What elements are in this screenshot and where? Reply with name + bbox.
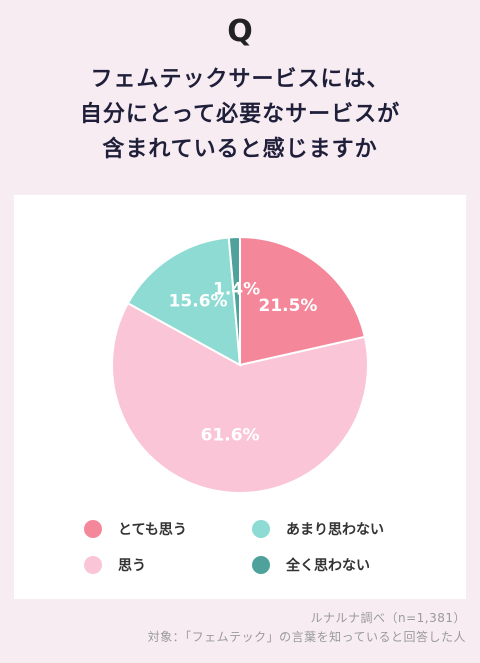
pie-slice-2 bbox=[111, 301, 369, 494]
title-line-3: 含まれていると感じますか bbox=[102, 137, 378, 162]
slice-value-label-3: 15.6% bbox=[169, 292, 228, 312]
title-line-2: 自分にとって必要なサービスが bbox=[79, 102, 401, 127]
slice-value-label-1: 21.5% bbox=[258, 296, 317, 316]
legend-item-1: とても思う bbox=[84, 519, 187, 539]
legend-item-2: あまり思わない bbox=[252, 519, 384, 539]
pie-slice-4 bbox=[227, 235, 241, 366]
legend-item-4: 全く思わない bbox=[252, 555, 370, 575]
legend-label-3: 思う bbox=[118, 558, 146, 574]
legend-label-4: 全く思わない bbox=[286, 558, 370, 574]
chart-card: 21.5% 61.6% 15.6% 1.4% とても思う あまり思わない 思う 全く思… bbox=[14, 195, 466, 599]
title-line-1: フェムテックサービスには、 bbox=[90, 67, 390, 92]
slice-value-label-4: 1.4% bbox=[213, 279, 260, 299]
pie-slice-1 bbox=[239, 235, 367, 367]
legend-swatch-1 bbox=[84, 520, 102, 538]
pie-slice-3 bbox=[126, 236, 242, 367]
legend-swatch-3 bbox=[84, 556, 102, 574]
legend-label-1: とても思う bbox=[118, 522, 187, 538]
question-mark: Q bbox=[227, 14, 253, 49]
pie-chart: 21.5% 61.6% 15.6%1.4% bbox=[111, 235, 369, 494]
source-note: ルナルナ調べ（n=1,381） bbox=[310, 611, 466, 625]
chart-title: フェムテックサービスには、 自分にとって必要なサービスが 含まれていると感じます… bbox=[20, 62, 460, 167]
legend-swatch-4 bbox=[252, 556, 270, 574]
legend-label-2: あまり思わない bbox=[286, 522, 384, 538]
target-note: 対象：「フェムテック」の言葉を知っていると回答した人 bbox=[147, 630, 466, 644]
legend-item-3: 思う bbox=[84, 555, 146, 575]
slice-value-label-2: 61.6% bbox=[201, 426, 260, 446]
legend-swatch-2 bbox=[252, 520, 270, 538]
